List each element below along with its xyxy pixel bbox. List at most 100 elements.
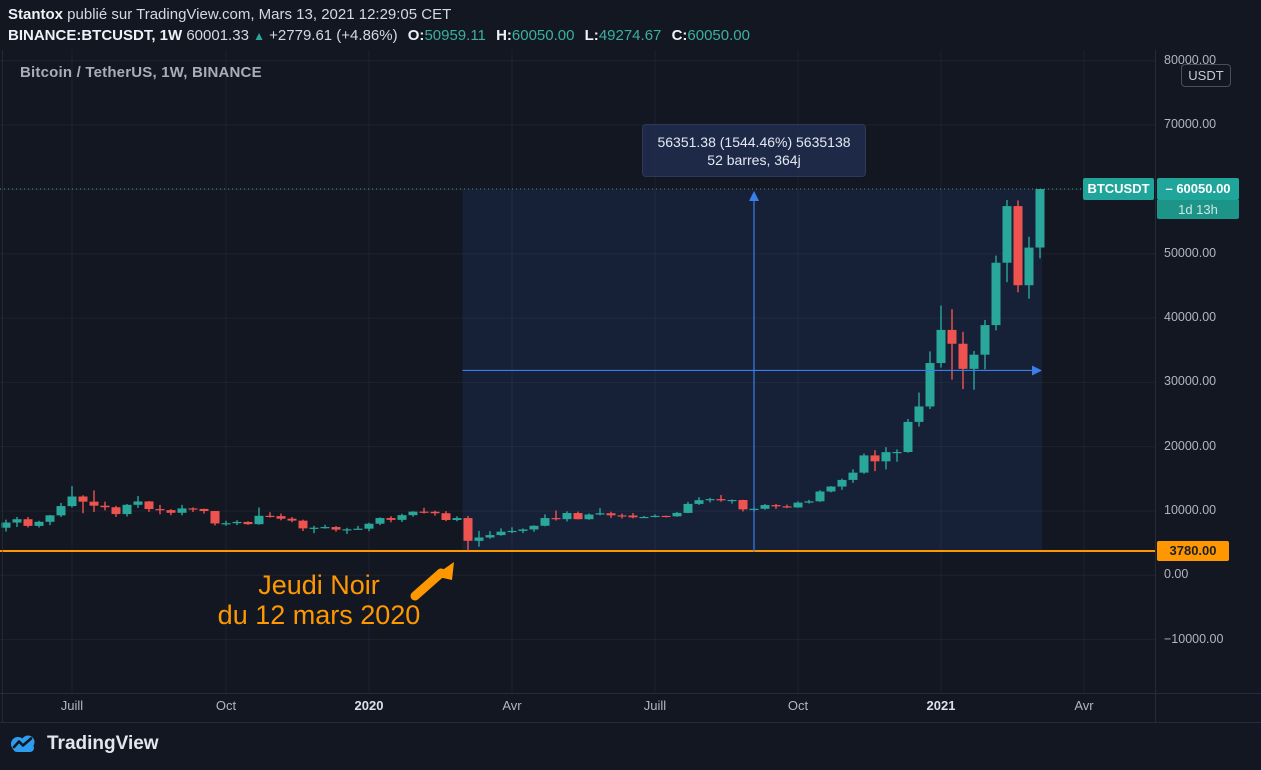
candle: [276, 513, 286, 521]
chart-legend-title: Bitcoin / TetherUS, 1W, BINANCE: [20, 64, 262, 81]
time-tick-label: Juill: [643, 698, 667, 713]
publish-text: publié sur TradingView.com, Mars 13, 202…: [63, 6, 452, 23]
tradingview-logo[interactable]: TradingView: [8, 733, 159, 755]
close-value: 60050.00: [687, 27, 750, 44]
current-price-badge: – 60050.00: [1157, 178, 1239, 201]
text-annotation[interactable]: Jeudi Noir du 12 mars 2020: [205, 570, 433, 630]
candle: [496, 528, 506, 536]
candle: [606, 511, 616, 518]
chart-canvas[interactable]: [0, 50, 1155, 693]
candle: [892, 449, 902, 462]
candle: [331, 526, 341, 532]
candle: [826, 486, 836, 493]
candle: [56, 502, 66, 518]
annotation-arrow-icon: [410, 562, 454, 601]
candle: [243, 521, 253, 525]
tradingview-cloud-icon: [11, 735, 35, 752]
price-tick-label: 80000.00: [1164, 52, 1217, 67]
candle: [595, 508, 605, 516]
tradingview-brand-text: TradingView: [47, 733, 159, 754]
price-tick-label: 70000.00: [1164, 117, 1217, 132]
open-label: O:: [407, 27, 425, 44]
candle: [287, 517, 297, 523]
candle: [573, 511, 583, 520]
open-value: 50959.11: [424, 27, 486, 44]
candle: [1035, 189, 1045, 259]
candle: [1002, 199, 1012, 283]
price-tick-label: 50000.00: [1164, 245, 1217, 260]
symbol-text: BINANCE:BTCUSDT, 1W: [8, 27, 183, 44]
candle: [507, 527, 517, 534]
measure-tooltip[interactable]: 56351.38 (1544.46%) 5635138 52 barres, 3…: [642, 124, 866, 177]
candle: [859, 453, 869, 474]
candle: [485, 531, 495, 539]
candle: [408, 511, 418, 517]
footer-separator: [0, 722, 1261, 723]
candle: [111, 505, 121, 517]
candle: [661, 515, 671, 518]
symbol-line: BINANCE:BTCUSDT, 1W 60001.33 ▲ +2779.61 …: [8, 27, 750, 44]
price-axis-separator: [1155, 50, 1156, 722]
candle: [837, 478, 847, 490]
candle: [265, 512, 275, 518]
candle: [881, 447, 891, 470]
measure-line1: 56351.38 (1544.46%) 5635138: [657, 133, 851, 150]
candle: [617, 513, 627, 519]
candle: [815, 490, 825, 502]
time-axis-separator: [0, 693, 1261, 694]
candle: [221, 520, 231, 526]
pane-left-border: [2, 50, 3, 722]
candle: [199, 508, 209, 514]
candle: [1013, 200, 1023, 293]
candle: [870, 450, 880, 472]
candle: [804, 499, 814, 504]
annotation-line2: du 12 mars 2020: [217, 600, 421, 630]
candle: [166, 509, 176, 516]
time-tick-label: Juill: [60, 698, 84, 713]
time-tick-year-label: 2020: [354, 698, 384, 713]
candle: [342, 527, 352, 534]
up-triangle-icon: ▲: [253, 29, 265, 43]
candle: [518, 528, 528, 534]
support-level-badge: 3780.00: [1157, 540, 1229, 561]
candle: [991, 255, 1001, 331]
candle: [650, 514, 660, 518]
candle: [298, 519, 308, 531]
candle: [947, 309, 957, 380]
price-badge-value: 60050.00: [1176, 181, 1231, 197]
candle: [386, 516, 396, 523]
candle: [89, 490, 99, 512]
grid: [0, 50, 1155, 693]
candle: [782, 504, 792, 509]
time-tick-year-label: 2021: [926, 698, 956, 713]
candle: [188, 507, 198, 513]
candle: [914, 392, 924, 427]
candle: [375, 517, 385, 526]
change-text: +2779.61 (+4.86%): [269, 27, 398, 44]
candle: [320, 524, 330, 529]
candle: [397, 513, 407, 523]
price-tick-label: −10000.00: [1164, 631, 1224, 646]
candle: [760, 503, 770, 510]
candle: [848, 469, 858, 483]
candle: [78, 495, 88, 514]
candle: [155, 504, 165, 515]
price-tick-label: 20000.00: [1164, 438, 1217, 453]
annotation-line1: Jeudi Noir: [258, 570, 380, 600]
low-value: 49274.67: [598, 27, 662, 44]
candle: [771, 504, 781, 509]
candle: [705, 497, 715, 503]
candle: [738, 499, 748, 512]
publish-line: Stantox publié sur TradingView.com, Mars…: [8, 6, 451, 23]
candle: [584, 513, 594, 520]
high-label: H:: [496, 27, 512, 44]
currency-unit-button[interactable]: USDT: [1181, 64, 1231, 87]
candle: [177, 504, 187, 516]
time-tick-label: Avr: [502, 698, 522, 713]
candlesticks: [1, 189, 1045, 551]
candle: [210, 510, 220, 526]
candle: [144, 501, 154, 512]
price-badge-dash: –: [1165, 181, 1173, 197]
candle: [716, 495, 726, 502]
low-label: L:: [584, 27, 599, 44]
